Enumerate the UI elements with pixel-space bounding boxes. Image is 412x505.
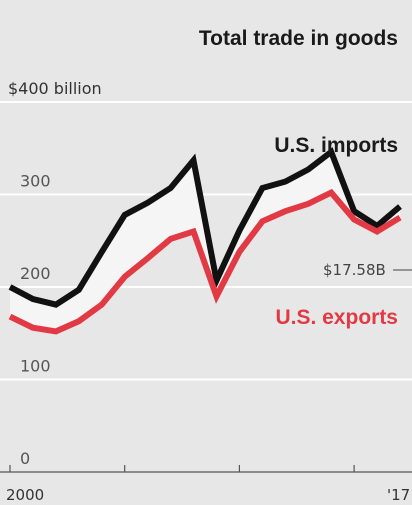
exports-line <box>8 188 402 335</box>
imports-line <box>8 147 402 308</box>
trade-gap-area <box>10 151 400 332</box>
imports-series-label: U.S. imports <box>274 134 398 157</box>
x-tick-17: '17 <box>387 486 410 504</box>
y-unit-label: $400 billion <box>8 79 102 98</box>
y-tick-0: 0 <box>20 449 30 468</box>
x-axis <box>0 465 412 473</box>
y-tick-200: 200 <box>20 264 51 283</box>
x-tick-2000: 2000 <box>6 486 44 504</box>
chart-title: Total trade in goods <box>199 27 398 50</box>
y-tick-300: 300 <box>20 172 51 191</box>
trade-deficit-annotation: $17.58B <box>323 261 386 279</box>
y-tick-labels: 300 200 100 0 <box>20 172 51 469</box>
exports-series-label: U.S. exports <box>275 306 398 329</box>
gridlines <box>0 101 412 381</box>
y-tick-100: 100 <box>20 357 51 376</box>
